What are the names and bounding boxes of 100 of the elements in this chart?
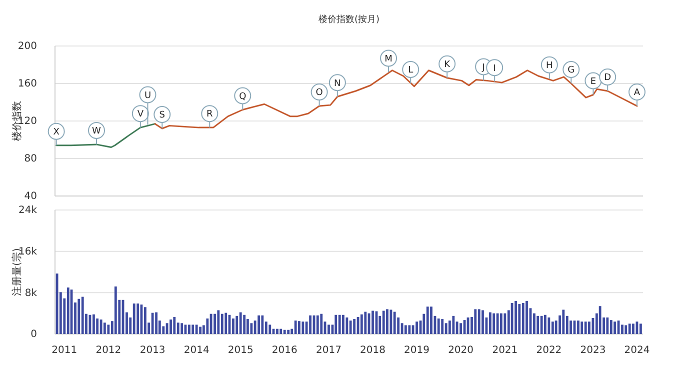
bar [342, 314, 344, 334]
bar [452, 316, 455, 334]
bar [188, 324, 190, 334]
annotation: A [634, 88, 641, 98]
bar [280, 328, 282, 334]
bar [192, 324, 194, 334]
y-tick-label: 200 [18, 41, 37, 52]
bar [261, 315, 264, 334]
bar [239, 312, 242, 334]
bar [294, 320, 297, 334]
bar [328, 324, 330, 334]
bar [92, 314, 95, 334]
bar [441, 319, 444, 334]
x-tick-label: 2021 [492, 345, 518, 356]
bar [287, 330, 290, 334]
bar [632, 324, 634, 334]
bar [426, 306, 429, 334]
bar [243, 314, 246, 334]
chart-title: 楼价指数(按月) [318, 14, 380, 25]
bar [107, 324, 110, 334]
bar [276, 328, 278, 334]
bar [151, 312, 154, 334]
bar [536, 316, 540, 334]
bar [250, 323, 253, 334]
annotation: W [92, 126, 102, 137]
bar [444, 323, 448, 334]
bar [526, 300, 528, 334]
bar [598, 306, 602, 334]
bar [460, 323, 462, 334]
bar [544, 314, 546, 334]
bar [492, 313, 496, 334]
bar [504, 313, 506, 334]
bar [246, 319, 249, 334]
bar [606, 317, 609, 334]
bar [224, 312, 228, 334]
bar [199, 326, 202, 334]
bar [551, 322, 554, 334]
bar [621, 324, 624, 334]
bar [548, 317, 550, 334]
bar [56, 274, 58, 334]
annotation: O [316, 88, 323, 98]
annotation: U [144, 90, 152, 101]
bar [96, 318, 99, 334]
bar [173, 316, 176, 334]
y-tick-label: 80 [24, 154, 37, 165]
annotation: G [568, 66, 575, 76]
bar [298, 321, 300, 334]
bar [393, 312, 396, 334]
bar [386, 309, 388, 334]
bar [430, 306, 432, 334]
bar [100, 320, 102, 334]
bar [404, 325, 407, 334]
bar [580, 322, 584, 334]
annotation: H [546, 60, 553, 71]
y-tick-label: 24k [18, 205, 38, 216]
bar [268, 324, 272, 334]
bar [320, 314, 323, 334]
bar [144, 307, 146, 334]
bar [382, 310, 385, 334]
annotation: D [604, 73, 612, 84]
x-tick-label: 2018 [360, 345, 386, 356]
bar [309, 315, 312, 334]
bar [217, 310, 220, 334]
bar [220, 314, 224, 334]
bar [66, 288, 70, 334]
x-tick-label: 2014 [184, 345, 210, 356]
annotation: N [334, 78, 341, 89]
annotation: K [444, 60, 452, 70]
bar [437, 318, 440, 334]
bar [416, 322, 418, 334]
y-tick-label: 8k [24, 288, 38, 299]
bar [522, 303, 524, 334]
bar [588, 322, 590, 334]
x-tick-label: 2024 [624, 345, 650, 356]
bar [180, 323, 184, 334]
bar [302, 322, 304, 334]
annotation: Q [239, 92, 246, 102]
bar [353, 319, 356, 334]
bar [640, 324, 642, 334]
bar [562, 310, 565, 334]
annotation: J [481, 62, 485, 73]
x-tick-label: 2016 [272, 345, 298, 356]
bar [132, 304, 136, 334]
x-tick-label: 2022 [536, 345, 562, 356]
bar [514, 300, 517, 334]
annotation: X [53, 128, 60, 138]
bar [103, 322, 106, 334]
bar [155, 312, 158, 334]
bar [283, 330, 286, 334]
y-tick-label: 0 [30, 329, 37, 340]
bar [610, 320, 612, 334]
bar [170, 320, 172, 334]
bar [349, 320, 352, 334]
bar [236, 316, 238, 334]
bar [614, 322, 616, 334]
bar [624, 325, 628, 334]
bar [81, 296, 84, 334]
bar [518, 304, 521, 334]
bar [346, 317, 348, 334]
bar [372, 310, 374, 334]
